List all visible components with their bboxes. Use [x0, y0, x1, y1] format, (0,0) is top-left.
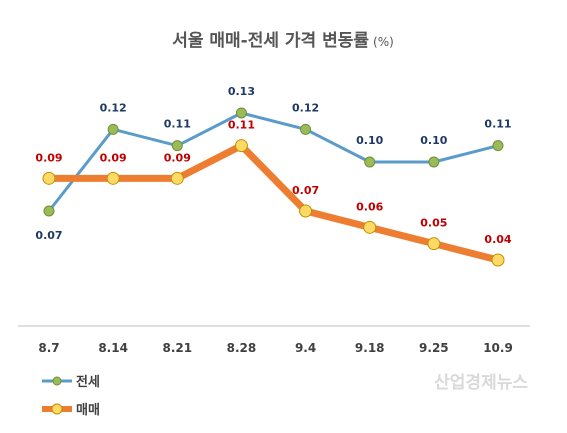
data-label-maemae: 0.09: [100, 151, 127, 164]
data-point-maemae: [491, 253, 505, 267]
data-label-maemae: 0.04: [484, 233, 511, 246]
data-point-maemae: [427, 237, 441, 251]
series-line-maemae: [45, 142, 502, 264]
data-label-jeonse: 0.10: [356, 134, 383, 147]
data-point-jeonse: [171, 140, 183, 152]
data-label-jeonse: 0.13: [228, 85, 255, 98]
legend-swatch-jeonse-marker: [52, 376, 62, 386]
x-tick-label: 9.4: [295, 341, 316, 355]
data-point-jeonse: [300, 123, 312, 135]
legend-label-jeonse: 전세: [76, 374, 100, 390]
data-point-jeonse: [235, 107, 247, 119]
data-label-maemae: 0.07: [292, 184, 319, 197]
chart-title-text: 서울 매매-전세 가격 변동률: [172, 31, 369, 51]
data-point-jeonse: [43, 205, 55, 217]
legend-label-maemae: 매매: [76, 403, 100, 418]
data-point-maemae: [299, 204, 313, 218]
data-point-jeonse: [492, 140, 504, 152]
series-line-jeonse: [47, 111, 500, 213]
x-tick-label: 9.18: [355, 341, 385, 355]
x-tick-label: 8.7: [38, 341, 59, 355]
x-tick-label: 8.28: [227, 341, 257, 355]
data-point-maemae: [363, 220, 377, 234]
data-label-maemae: 0.09: [35, 151, 62, 164]
data-label-jeonse: 0.10: [420, 134, 447, 147]
legend: 전세 매매: [42, 374, 100, 418]
data-point-jeonse: [364, 156, 376, 168]
data-label-maemae: 0.06: [356, 200, 383, 213]
data-point-maemae: [170, 171, 184, 185]
data-label-jeonse: 0.11: [164, 118, 191, 131]
x-tick-label: 8.21: [162, 341, 192, 355]
chart-title: 서울 매매-전세 가격 변동률 (%): [172, 31, 394, 51]
plot-area: 0.07 0.12 0.11 0.13 0.12 0.10 0.10 0.11 0.09 0.09…: [35, 85, 512, 267]
data-label-maemae: 0.11: [228, 119, 255, 132]
data-point-maemae: [234, 139, 248, 153]
data-label-maemae: 0.05: [420, 217, 447, 230]
data-label-maemae: 0.09: [164, 151, 191, 164]
legend-swatch-maemae-marker: [51, 403, 63, 415]
data-label-jeonse: 0.11: [484, 118, 511, 131]
x-tick-label: 10.9: [483, 341, 513, 355]
chart-title-unit: (%): [373, 35, 394, 49]
data-point-maemae: [42, 171, 56, 185]
legend-item-jeonse: 전세: [42, 374, 100, 390]
data-labels: 0.07 0.12 0.11 0.13 0.12 0.10 0.10 0.11 0.09 0.09…: [35, 85, 511, 246]
data-label-jeonse: 0.12: [100, 101, 127, 114]
legend-item-maemae: 매매: [42, 403, 100, 418]
data-point-jeonse: [428, 156, 440, 168]
data-point-maemae: [106, 171, 120, 185]
x-tick-label: 9.25: [419, 341, 449, 355]
watermark-text: 산업경제뉴스: [434, 373, 528, 393]
x-tick-labels: 8.7 8.14 8.21 8.28 9.4 9.18 9.25 10.9: [38, 341, 512, 355]
series-jeonse: [43, 107, 504, 217]
data-label-jeonse: 0.12: [292, 101, 319, 114]
data-point-jeonse: [107, 123, 119, 135]
series-maemae: [42, 139, 505, 267]
x-tick-label: 8.14: [98, 341, 128, 355]
data-label-jeonse: 0.07: [35, 229, 62, 242]
